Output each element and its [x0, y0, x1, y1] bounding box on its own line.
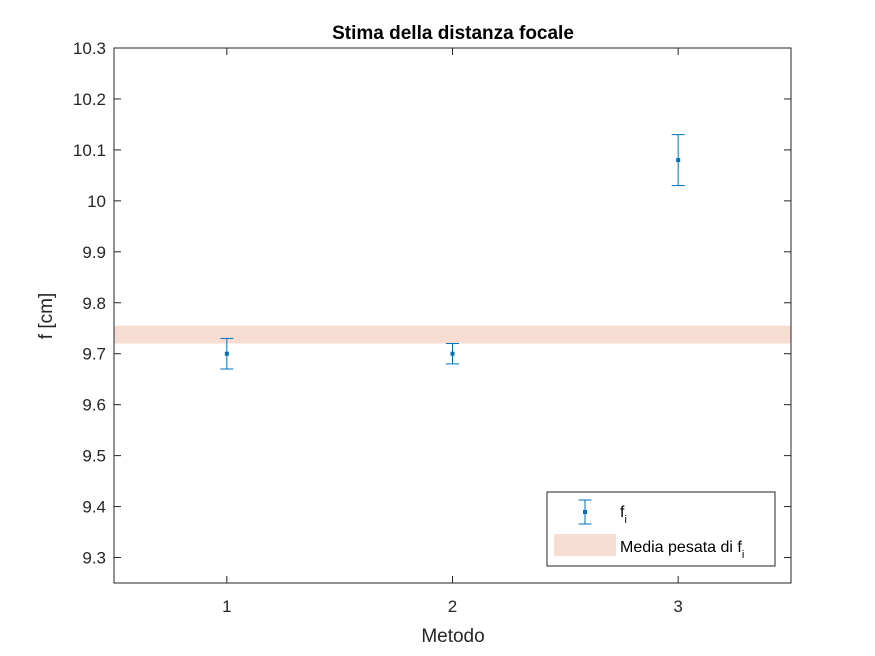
data-point [450, 351, 455, 356]
weighted-mean-band [114, 325, 791, 344]
y-axis-label: f [cm] [36, 293, 57, 339]
chart-title: Stima della distanza focale [332, 23, 574, 44]
y-tick-label: 9.6 [82, 396, 106, 415]
weighted-mean-band-layer [114, 325, 791, 344]
y-tick-label: 10 [87, 192, 106, 211]
legend-label-mean: Media pesata di fi [620, 539, 744, 561]
axis-ticks: 9.3 9.4 9.5 9.6 9.7 9.8 9.9 10 10.1 10.2 10.3 1 2 3 [73, 39, 791, 616]
legend-errorbar-point [583, 510, 587, 514]
legend-label-mean-main: Media pesata di f [620, 539, 742, 556]
y-tick-label: 9.7 [82, 345, 106, 364]
y-tick-label: 9.9 [82, 243, 106, 262]
y-tick-label: 10.1 [73, 141, 106, 160]
data-point [224, 351, 229, 356]
legend: fi Media pesata di fi [546, 491, 776, 567]
legend-label-fi: fi [620, 504, 627, 526]
legend-label-fi-main: f [620, 504, 625, 521]
data-point [676, 158, 681, 163]
x-tick-label: 3 [673, 597, 682, 616]
legend-band-sample [554, 534, 616, 556]
x-tick-label: 2 [448, 597, 457, 616]
y-tick-label: 10.3 [73, 39, 106, 58]
legend-errorbar-sample [578, 499, 592, 525]
legend-label-mean-sub: i [742, 549, 744, 561]
x-axis-label: Metodo [421, 626, 484, 647]
y-tick-label: 9.8 [82, 294, 106, 313]
legend-label-fi-sub: i [624, 514, 626, 526]
y-tick-label: 9.3 [82, 549, 106, 568]
x-tick-label: 1 [222, 597, 231, 616]
y-tick-label: 10.2 [73, 90, 106, 109]
y-tick-label: 9.5 [82, 447, 106, 466]
y-tick-label: 9.4 [82, 498, 106, 517]
data-marks [220, 134, 685, 370]
